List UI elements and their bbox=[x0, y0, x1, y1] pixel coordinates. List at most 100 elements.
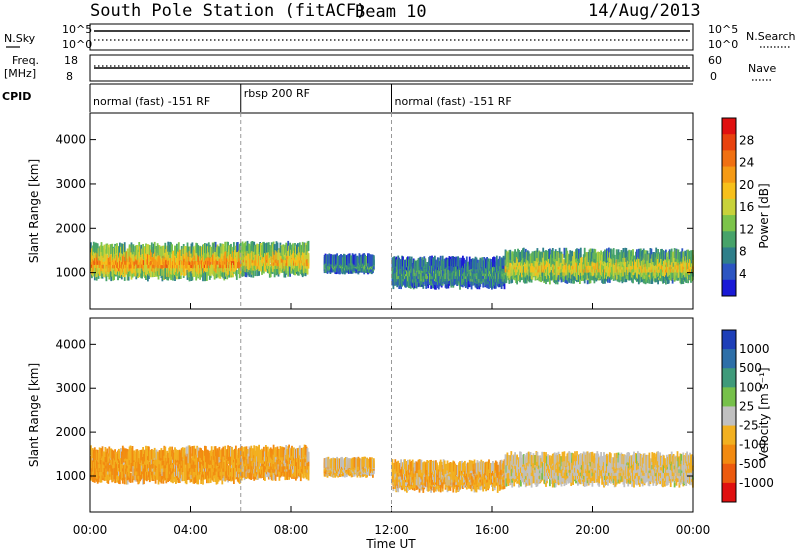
echo-cell bbox=[209, 472, 212, 483]
echo-cell bbox=[515, 273, 517, 283]
echo-cell bbox=[189, 453, 192, 464]
echo-cell bbox=[91, 245, 94, 256]
echo-cell bbox=[333, 458, 336, 469]
echo-cell bbox=[209, 467, 212, 478]
echo-cell bbox=[97, 248, 100, 259]
echo-cell bbox=[660, 265, 662, 276]
echo-cell bbox=[247, 255, 250, 266]
echo-cell bbox=[238, 473, 241, 484]
echo-cell bbox=[648, 273, 651, 284]
echo-cell bbox=[244, 256, 247, 266]
echo-cell bbox=[100, 249, 103, 260]
echo-cell bbox=[101, 452, 104, 463]
echo-cell bbox=[328, 253, 331, 264]
echo-cell bbox=[233, 449, 235, 460]
echo-cell bbox=[95, 468, 98, 479]
echo-cell bbox=[169, 268, 171, 279]
echo-cell bbox=[416, 259, 419, 270]
echo-cell bbox=[177, 450, 180, 461]
echo-cell bbox=[112, 465, 114, 475]
echo-cell bbox=[289, 266, 291, 277]
echo-cell bbox=[426, 262, 429, 272]
echo-cell bbox=[330, 254, 333, 265]
echo-cell bbox=[155, 246, 158, 257]
echo-cell bbox=[471, 269, 474, 280]
echo-cell bbox=[608, 252, 611, 263]
echo-cell bbox=[592, 259, 595, 270]
echo-cell bbox=[646, 259, 649, 270]
echo-cell bbox=[416, 271, 419, 282]
echo-cell bbox=[124, 464, 127, 475]
echo-cell bbox=[250, 267, 253, 278]
echo-cell bbox=[264, 243, 266, 254]
echo-cell bbox=[238, 258, 241, 269]
cpid-segment-label: normal (fast) -151 RF bbox=[395, 95, 512, 108]
echo-cell bbox=[571, 270, 573, 281]
echo-cell bbox=[282, 447, 285, 458]
echo-cell bbox=[285, 248, 288, 259]
echo-cell bbox=[451, 269, 454, 280]
echo-cell bbox=[136, 458, 139, 469]
echo-cell bbox=[154, 452, 157, 463]
echo-cell bbox=[213, 249, 216, 260]
echo-cell bbox=[103, 244, 106, 255]
echo-cell bbox=[651, 273, 654, 284]
echo-cell bbox=[629, 262, 631, 273]
echo-cell bbox=[423, 261, 426, 272]
echo-cell bbox=[663, 266, 665, 277]
echo-cell bbox=[586, 252, 589, 263]
echo-cell bbox=[460, 271, 462, 282]
echo-cell bbox=[637, 248, 640, 259]
echo-cell bbox=[349, 255, 352, 266]
echo-cell bbox=[113, 469, 115, 480]
echo-cell bbox=[251, 262, 254, 273]
echo-cell bbox=[298, 258, 301, 269]
echo-cell bbox=[172, 449, 174, 460]
echo-cell bbox=[258, 244, 260, 254]
echo-cell bbox=[183, 265, 186, 276]
echo-cell bbox=[230, 243, 232, 254]
echo-cell bbox=[104, 249, 107, 260]
echo-cell bbox=[437, 279, 440, 290]
echo-cell bbox=[239, 458, 242, 469]
echo-cell bbox=[101, 458, 104, 469]
echo-cell bbox=[161, 245, 164, 256]
echo-cell bbox=[109, 252, 112, 262]
echo-cell bbox=[157, 465, 160, 476]
echo-cell bbox=[391, 275, 394, 286]
echo-cell bbox=[656, 252, 659, 263]
echo-cell bbox=[649, 248, 652, 258]
echo-cell bbox=[406, 257, 408, 268]
echo-cell bbox=[561, 253, 564, 264]
echo-cell bbox=[152, 243, 155, 254]
nsearch-tick-low: 10^0 bbox=[708, 38, 738, 51]
echo-cell bbox=[198, 246, 200, 257]
freq-strip-frame bbox=[89, 54, 694, 82]
echo-cell bbox=[146, 254, 148, 265]
echo-cell bbox=[175, 449, 177, 460]
echo-cell bbox=[250, 459, 253, 470]
echo-cell bbox=[287, 446, 290, 457]
echo-cell bbox=[250, 241, 253, 252]
echo-cell bbox=[615, 270, 618, 280]
echo-cell bbox=[598, 268, 601, 278]
echo-cell bbox=[214, 241, 217, 252]
echo-cell bbox=[683, 256, 686, 267]
echo-cell bbox=[204, 467, 206, 477]
echo-cell bbox=[155, 449, 158, 460]
echo-cell bbox=[657, 249, 659, 259]
echo-cell bbox=[293, 447, 295, 458]
echo-cell bbox=[441, 272, 444, 283]
echo-cell bbox=[465, 256, 468, 267]
echo-cell bbox=[98, 447, 101, 458]
echo-cell bbox=[201, 461, 203, 472]
echo-cell bbox=[582, 254, 585, 265]
echo-cell bbox=[330, 458, 333, 469]
echo-cell bbox=[252, 465, 255, 476]
echo-cell bbox=[193, 445, 196, 456]
beam-label: Beam 10 bbox=[355, 2, 427, 22]
echo-cell bbox=[257, 464, 259, 475]
echo-cell bbox=[260, 243, 262, 253]
echo-cell bbox=[205, 245, 207, 256]
echo-cell bbox=[151, 468, 154, 479]
